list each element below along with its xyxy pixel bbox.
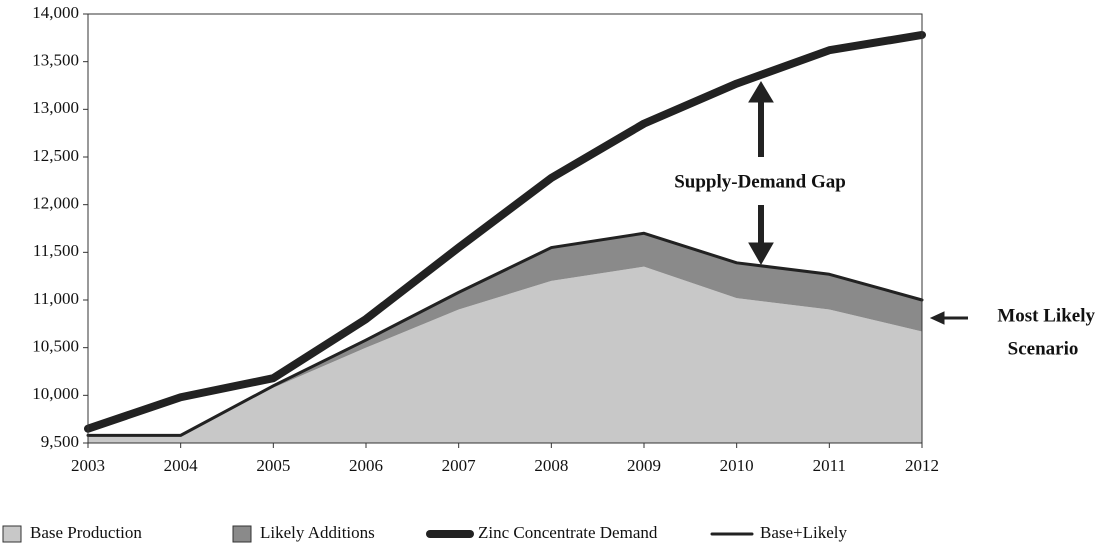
y-tick-label: 11,000 <box>33 289 79 308</box>
legend-swatch <box>2 525 22 543</box>
y-tick-label: 14,000 <box>32 3 79 22</box>
arrow-head <box>929 311 945 325</box>
y-tick-label: 9,500 <box>41 432 79 451</box>
y-tick-label: 13,000 <box>32 98 79 117</box>
annotation: Most Likely <box>997 305 1095 326</box>
annotation: Scenario <box>1008 338 1079 359</box>
x-tick-label: 2005 <box>256 456 290 475</box>
x-tick-label: 2004 <box>164 456 199 475</box>
x-tick-label: 2011 <box>813 456 846 475</box>
arrows <box>748 81 968 325</box>
area <box>88 266 922 443</box>
legend-label: Base+Likely <box>760 523 848 542</box>
x-tick-label: 2003 <box>71 456 105 475</box>
arrow-head <box>748 81 774 103</box>
y-tick-label: 13,500 <box>32 51 79 70</box>
area <box>88 233 922 436</box>
line <box>86 231 924 437</box>
y-tick-label: 11,500 <box>33 241 79 260</box>
annotation: Supply-Demand Gap <box>674 171 846 192</box>
x-tick-label: 2008 <box>534 456 568 475</box>
x-tick-label: 2007 <box>442 456 477 475</box>
y-tick-label: 12,500 <box>32 146 79 165</box>
x-tick-label: 2009 <box>627 456 661 475</box>
x-tick-label: 2006 <box>349 456 383 475</box>
line <box>84 30 926 433</box>
legend-swatch <box>232 525 252 543</box>
plot-frame <box>87 13 923 444</box>
arrow-head <box>748 242 774 266</box>
y-tick-label: 10,500 <box>32 337 79 356</box>
y-tick-label: 10,000 <box>32 384 79 403</box>
legend-label: Likely Additions <box>260 523 375 542</box>
legend-label: Base Production <box>30 523 142 542</box>
x-tick-label: 2012 <box>905 456 939 475</box>
y-tick-label: 12,000 <box>32 194 79 213</box>
x-tick-label: 2010 <box>720 456 754 475</box>
legend-label: Zinc Concentrate Demand <box>478 523 658 542</box>
